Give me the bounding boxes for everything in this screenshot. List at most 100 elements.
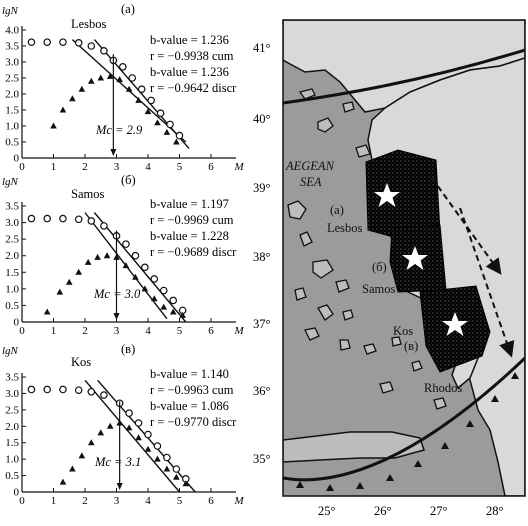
data-point-discr xyxy=(78,85,86,92)
stat-line: b-value = 1.228 xyxy=(150,229,229,243)
rhodos-label: Rhodos xyxy=(424,381,462,395)
data-point-discr xyxy=(116,76,123,83)
lat-label: 37° xyxy=(253,317,271,331)
data-point-cum xyxy=(153,442,162,450)
sea-label: SEA xyxy=(300,175,322,189)
stats-block: b-value = 1.197 r = −0.9969 cum b-value … xyxy=(150,197,237,259)
data-point-cum xyxy=(175,131,184,140)
region-name: Lesbos xyxy=(71,17,107,31)
stat-line: b-value = 1.140 xyxy=(150,367,229,381)
data-point-discr xyxy=(43,308,51,315)
data-point-discr xyxy=(75,268,82,275)
gr-panel-kos: lgN (в) Kos b-value = 1.140 r = −0.9963 … xyxy=(2,342,245,507)
data-point-cum xyxy=(43,385,52,394)
y-tick-label: 2.5 xyxy=(5,404,19,416)
ylabel-lgN: lgN xyxy=(2,5,19,17)
x-tick-label: 1 xyxy=(51,161,57,173)
data-point-cum xyxy=(27,38,36,46)
data-point-discr xyxy=(154,119,161,126)
panel-letter: (в) xyxy=(121,342,135,356)
data-point-cum xyxy=(87,387,96,396)
zone-label: (a) xyxy=(330,203,344,217)
epicenter-star-icon xyxy=(374,183,400,207)
data-point-discr xyxy=(135,96,142,103)
data-point-discr xyxy=(97,429,105,436)
y-tick-label: 3.0 xyxy=(5,57,19,69)
x-tick-label: 3 xyxy=(114,325,120,337)
y-tick-label: 3.5 xyxy=(5,201,19,213)
data-point-cum xyxy=(128,74,137,82)
panel-letter: (a) xyxy=(121,2,135,16)
x-tick-label: 0 xyxy=(19,495,25,507)
data-point-discr xyxy=(141,285,149,292)
data-point-cum xyxy=(163,453,171,462)
x-axis-label: M xyxy=(234,495,245,507)
x-tick-label: 4 xyxy=(145,325,151,337)
gr-panel-lesbos: lgN (a) Lesbos b-value = 1.236 r = −0.99… xyxy=(2,2,245,173)
y-tick-label: 2.5 xyxy=(5,73,19,85)
y-tick-label: 2.0 xyxy=(5,89,19,101)
arc-teeth xyxy=(296,372,519,491)
data-point-cum xyxy=(74,215,83,224)
zone-name: Samos xyxy=(362,282,395,296)
x-tick-label: 3 xyxy=(114,161,120,173)
data-point-discr xyxy=(78,452,86,459)
data-point-cum xyxy=(87,42,96,50)
migration-arrow xyxy=(459,207,515,358)
y-tick-label: 0 xyxy=(14,487,20,499)
data-point-discr xyxy=(163,128,171,135)
x-tick-label: 4 xyxy=(145,495,151,507)
y-tick-label: 2.5 xyxy=(5,234,19,246)
lon-label: 27° xyxy=(430,504,448,518)
data-point-discr xyxy=(125,85,133,92)
mc-arrowhead xyxy=(110,149,117,156)
migration-arrow xyxy=(431,177,502,275)
zone-name: Lesbos xyxy=(327,221,363,235)
data-point-cum xyxy=(119,63,127,71)
data-point-discr xyxy=(135,434,142,441)
x-tick-label: 2 xyxy=(82,325,88,337)
data-point-cum xyxy=(27,214,36,223)
lon-label: 26° xyxy=(374,504,392,518)
zone-name: Kos xyxy=(393,324,413,338)
x-tick-label: 0 xyxy=(19,161,25,173)
data-point-discr xyxy=(163,465,171,472)
data-point-cum xyxy=(144,430,152,439)
data-point-cum xyxy=(169,296,178,305)
x-tick-label: 3 xyxy=(114,495,120,507)
data-point-cum xyxy=(59,385,67,394)
y-tick-label: 1.0 xyxy=(5,454,19,466)
stat-line: r = −0.9689 discr xyxy=(150,245,237,259)
y-tick-label: 0.5 xyxy=(5,300,19,312)
x-tick-label: 6 xyxy=(208,161,214,173)
mc-label: Mc = 3.1 xyxy=(94,455,141,469)
y-tick-label: 0 xyxy=(14,153,20,165)
fit-line xyxy=(93,39,190,149)
lon-labels: 25° 26° 27° 28° xyxy=(318,504,504,518)
y-tick-label: 3.0 xyxy=(5,388,19,400)
x-tick-label: 5 xyxy=(177,161,183,173)
data-point-cum xyxy=(100,391,108,399)
data-point-discr xyxy=(59,106,67,113)
data-point-discr xyxy=(144,108,152,115)
data-point-discr xyxy=(59,478,67,485)
data-point-discr xyxy=(97,74,105,81)
epicenter-star-icon xyxy=(402,246,428,270)
data-point-discr xyxy=(103,252,111,259)
stat-line: r = −0.9969 cum xyxy=(150,213,234,227)
mc-arrowhead xyxy=(116,483,123,490)
x-tick-label: 1 xyxy=(51,495,57,507)
data-point-discr xyxy=(65,278,73,285)
data-point-discr xyxy=(84,258,92,265)
data-point-discr xyxy=(69,465,76,472)
y-tick-label: 2.0 xyxy=(5,250,19,262)
x-axis-label: M xyxy=(234,325,245,337)
data-point-cum xyxy=(87,217,96,225)
hellenic-arc xyxy=(283,356,525,482)
data-point-cum xyxy=(159,286,168,295)
data-point-discr xyxy=(69,95,76,102)
data-point-discr xyxy=(144,445,152,452)
data-point-cum xyxy=(156,109,165,118)
data-point-discr xyxy=(125,424,133,431)
trench-north xyxy=(283,48,525,105)
